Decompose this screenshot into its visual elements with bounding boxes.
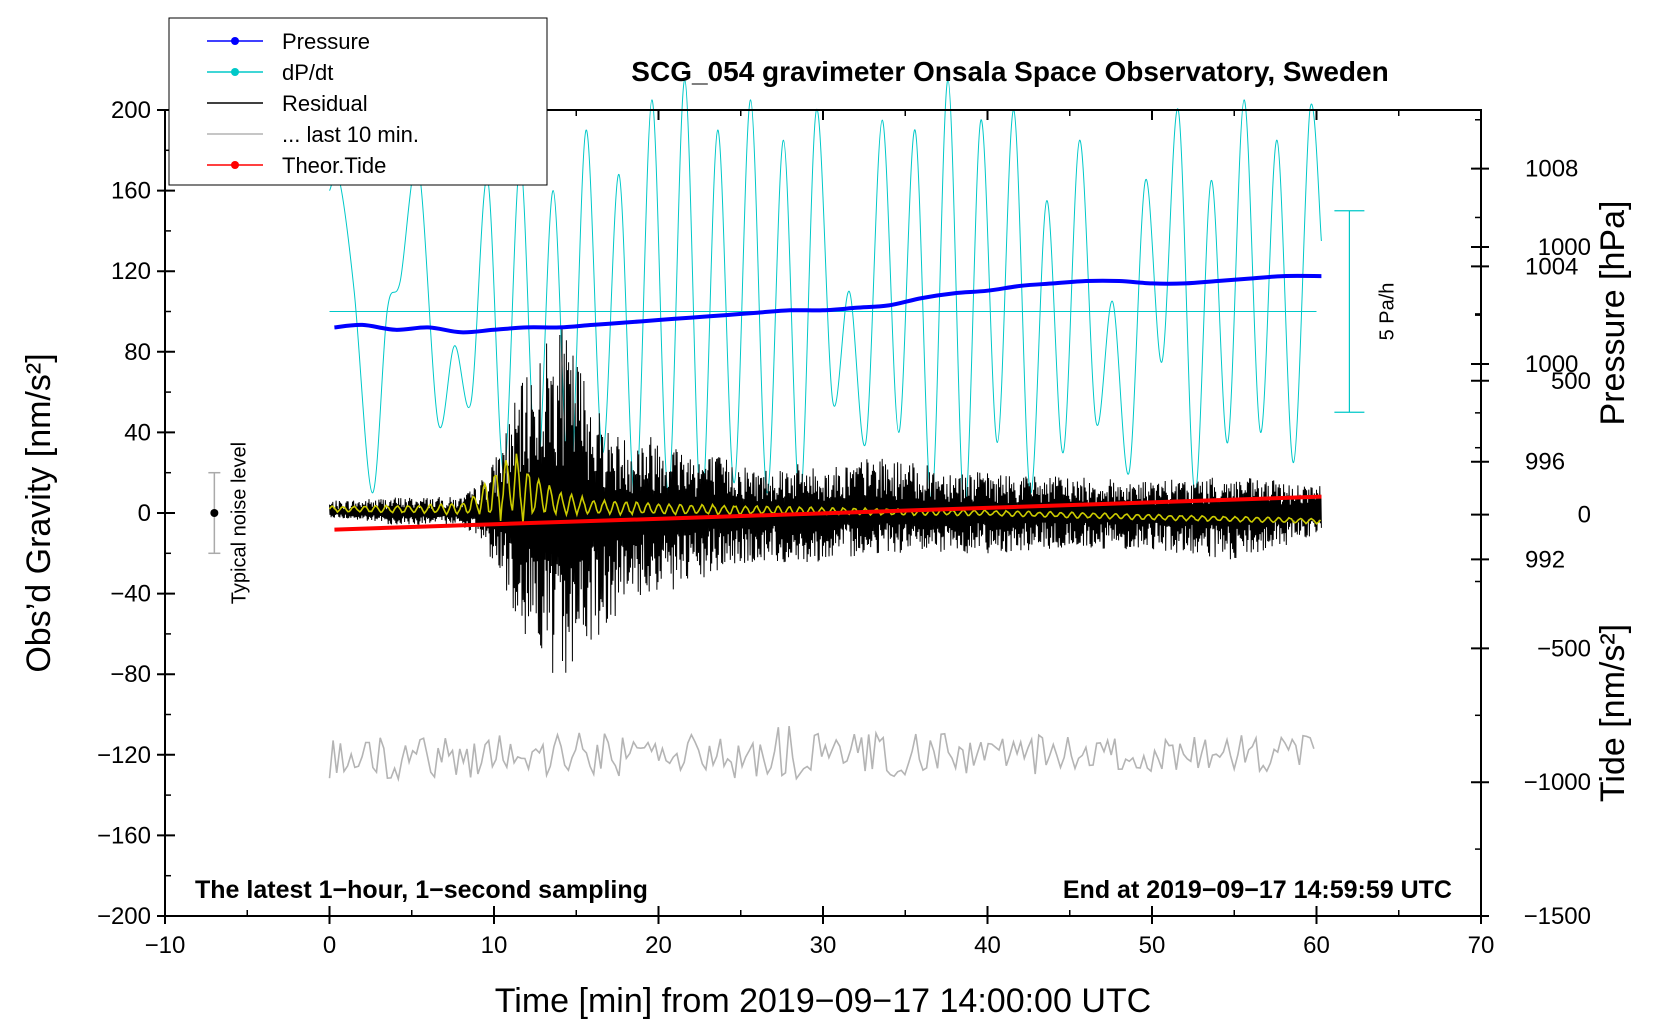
pressure-tick-label-0: 1008 bbox=[1525, 156, 1578, 183]
x-tick-label-4: 30 bbox=[810, 932, 837, 959]
dpdt-scale-label: 5 Pa/h bbox=[1376, 283, 1398, 341]
legend-label-4: Theor.Tide bbox=[282, 153, 386, 178]
legend-label-3: ... last 10 min. bbox=[282, 122, 419, 147]
last-10-min-line bbox=[328, 726, 1315, 783]
y-axis-title-left: Obs’d Gravity [nm/s²] bbox=[20, 353, 58, 672]
x-tick-label-2: 10 bbox=[481, 932, 508, 959]
pressure-tick-label-1: 1004 bbox=[1525, 253, 1578, 280]
tide-tick-label-1: 500 bbox=[1551, 368, 1591, 395]
y-tick-label-4: 40 bbox=[124, 419, 151, 446]
x-tick-label-7: 60 bbox=[1303, 932, 1330, 959]
residual-series-line bbox=[329, 326, 1322, 673]
pressure-series-line bbox=[334, 273, 1322, 335]
legend-marker-1 bbox=[231, 68, 239, 76]
tide-tick-label-5: −1500 bbox=[1524, 903, 1591, 930]
pressure-tick-label-4: 992 bbox=[1525, 546, 1565, 573]
y-tick-label-10: −200 bbox=[97, 903, 151, 930]
x-axis-title: Time [min] from 2019−09−17 14:00:00 UTC bbox=[495, 982, 1151, 1020]
x-tick-label-3: 20 bbox=[645, 932, 672, 959]
tide-tick-label-3: −500 bbox=[1537, 635, 1591, 662]
legend-label-0: Pressure bbox=[282, 29, 370, 54]
y-axis-title-pressure: Pressure [hPa] bbox=[1594, 201, 1632, 426]
y-tick-label-1: 160 bbox=[111, 178, 151, 205]
legend-box bbox=[168, 17, 548, 186]
y-tick-label-6: −40 bbox=[110, 581, 151, 608]
y-tick-label-0: 200 bbox=[111, 97, 151, 124]
pressure-tick-label-3: 996 bbox=[1525, 449, 1565, 476]
x-tick-label-6: 50 bbox=[1139, 932, 1166, 959]
tide-tick-label-2: 0 bbox=[1578, 502, 1591, 529]
series-layer: 5 Pa/h Typical noise level bbox=[208, 79, 1398, 783]
legend-marker-0 bbox=[231, 37, 239, 45]
y-tick-label-8: −120 bbox=[97, 742, 151, 769]
chart-title: SCG_054 gravimeter Onsala Space Observat… bbox=[631, 56, 1388, 87]
tide-tick-label-0: 1000 bbox=[1538, 234, 1591, 261]
y-tick-label-2: 120 bbox=[111, 258, 151, 285]
legend-marker-4 bbox=[231, 161, 239, 169]
y-axis-title-tide: Tide [nm/s²] bbox=[1594, 624, 1632, 802]
y-tick-label-7: −80 bbox=[110, 661, 151, 688]
footer-right-text: End at 2019−09−17 14:59:59 UTC bbox=[1063, 876, 1452, 904]
x-tick-label-5: 40 bbox=[974, 932, 1001, 959]
x-tick-label-8: 70 bbox=[1468, 932, 1495, 959]
y-tick-label-5: 0 bbox=[138, 500, 151, 527]
theor-tide-line bbox=[334, 494, 1322, 532]
legend: Pressure dP/dt Residual ... last 10 min. The… bbox=[168, 17, 548, 186]
noise-bar-label: Typical noise level bbox=[228, 442, 250, 604]
footer-left-text: The latest 1−hour, 1−second sampling bbox=[195, 876, 648, 904]
y-tick-label-3: 80 bbox=[124, 339, 151, 366]
legend-label-2: Residual bbox=[282, 91, 368, 116]
pressure-tick-label-2: 1000 bbox=[1525, 351, 1578, 378]
x-tick-label-0: −10 bbox=[145, 932, 186, 959]
x-tick-label-1: 0 bbox=[323, 932, 336, 959]
y-tick-label-9: −160 bbox=[97, 822, 151, 849]
axes-layer: −10 0 10 20 30 40 50 60 70 200 160 120 80 40 0 −40 −80 −1… bbox=[97, 97, 1591, 959]
legend-entries: Pressure dP/dt Residual ... last 10 min. The… bbox=[207, 29, 419, 178]
noise-bar-center-dot bbox=[210, 509, 219, 517]
tide-tick-label-4: −1000 bbox=[1524, 769, 1591, 796]
legend-label-1: dP/dt bbox=[282, 60, 333, 85]
